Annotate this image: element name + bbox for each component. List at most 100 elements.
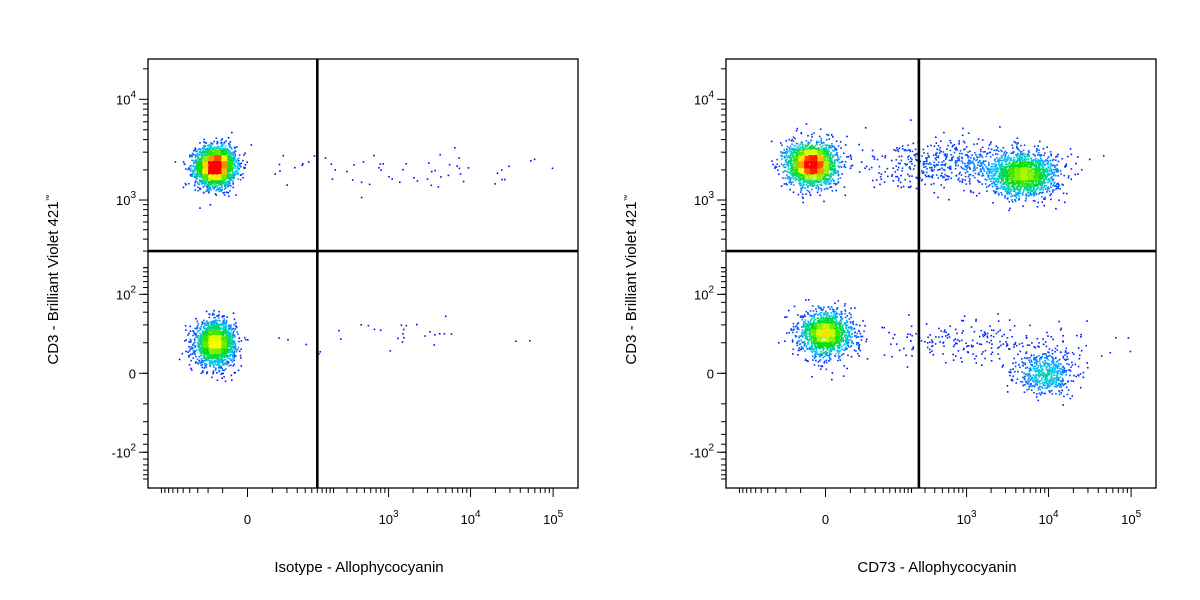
data-point — [216, 315, 219, 317]
data-point — [227, 325, 230, 327]
data-point — [807, 299, 810, 301]
data-point — [208, 313, 211, 316]
data-point — [209, 321, 211, 323]
data-point — [219, 367, 222, 369]
data-point — [199, 180, 201, 183]
data-point — [193, 351, 196, 354]
data-point — [225, 323, 227, 326]
data-point — [967, 132, 970, 134]
data-point — [234, 371, 236, 374]
data-point — [213, 146, 216, 148]
data-point — [210, 152, 212, 154]
data-point — [194, 180, 197, 182]
data-point — [200, 177, 203, 179]
data-point — [223, 152, 226, 155]
data-point — [199, 337, 201, 340]
data-point — [973, 357, 976, 360]
data-point — [1055, 207, 1057, 210]
data-point — [205, 190, 207, 193]
data-point — [231, 335, 234, 337]
data-point — [231, 349, 233, 351]
data-point — [208, 329, 210, 331]
data-point — [215, 356, 217, 358]
data-point — [980, 343, 983, 346]
data-point — [774, 167, 776, 169]
data-point — [217, 161, 220, 164]
data-point — [204, 351, 207, 354]
data-point — [189, 325, 192, 328]
data-point — [956, 332, 958, 335]
data-point — [211, 376, 213, 379]
data-point — [217, 178, 220, 181]
data-point — [215, 339, 218, 341]
data-point — [797, 354, 799, 356]
data-point — [912, 347, 915, 350]
data-point — [368, 183, 371, 186]
data-point — [207, 155, 209, 157]
data-point — [198, 160, 200, 163]
data-point — [997, 330, 1000, 333]
data-point — [220, 358, 223, 360]
data-point — [192, 159, 195, 162]
data-point — [202, 335, 205, 338]
data-point — [229, 328, 231, 330]
data-point — [199, 154, 201, 157]
data-point — [222, 179, 225, 182]
data-point — [199, 349, 202, 352]
data-point — [970, 326, 973, 328]
data-point — [228, 151, 231, 153]
data-point — [194, 154, 197, 157]
data-point — [433, 344, 435, 346]
data-point — [220, 356, 222, 359]
data-point — [228, 324, 231, 327]
data-point — [957, 350, 960, 352]
data-point — [216, 173, 218, 175]
data-point — [224, 174, 227, 176]
data-point — [911, 355, 913, 357]
data-point — [194, 341, 196, 344]
data-point — [237, 333, 239, 336]
data-point — [228, 164, 230, 167]
data-point — [209, 188, 211, 191]
data-point — [214, 193, 217, 195]
data-point — [219, 168, 221, 171]
data-point — [920, 179, 923, 182]
data-point — [228, 349, 231, 351]
data-point — [1082, 376, 1085, 379]
data-point — [222, 355, 225, 357]
data-point — [234, 153, 237, 156]
data-point — [1003, 333, 1005, 336]
data-point — [202, 355, 205, 357]
data-point — [219, 351, 222, 354]
data-point — [212, 353, 215, 356]
data-point — [213, 351, 216, 354]
data-point — [213, 349, 215, 352]
data-point — [226, 333, 229, 335]
data-point — [229, 162, 231, 164]
data-point — [955, 355, 957, 357]
data-point — [373, 328, 376, 331]
data-point — [223, 315, 225, 317]
data-point — [224, 358, 226, 361]
data-point — [207, 356, 210, 358]
data-point — [198, 342, 201, 345]
data-point — [218, 169, 220, 172]
data-point — [208, 170, 210, 172]
data-point — [212, 371, 215, 373]
data-point — [225, 148, 227, 151]
data-point — [222, 352, 225, 355]
data-point — [233, 354, 236, 356]
data-point — [220, 139, 223, 142]
data-point — [961, 134, 964, 137]
data-point — [217, 147, 219, 150]
data-point — [215, 324, 217, 326]
data-point — [223, 178, 225, 181]
data-point — [206, 338, 209, 341]
data-point — [908, 314, 910, 316]
data-point — [210, 339, 213, 342]
data-point — [330, 163, 333, 165]
data-point — [225, 341, 227, 343]
data-point — [1077, 347, 1080, 349]
